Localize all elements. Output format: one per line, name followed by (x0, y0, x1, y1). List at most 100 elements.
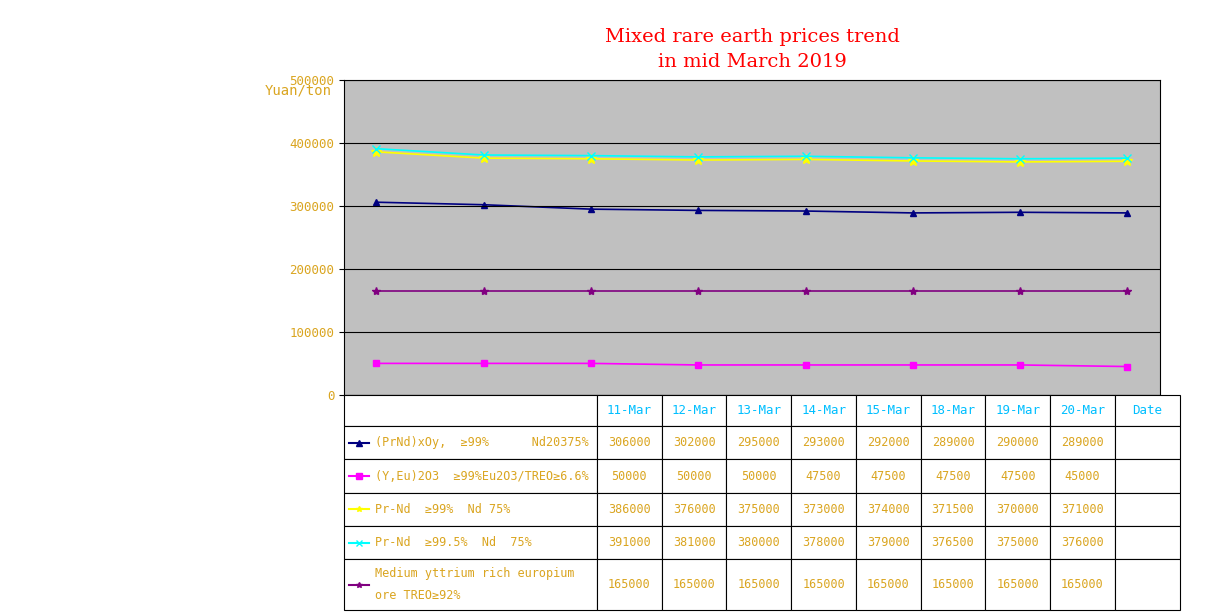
FancyBboxPatch shape (1050, 426, 1115, 460)
Text: 289000: 289000 (931, 436, 975, 449)
Text: 13-Mar: 13-Mar (737, 404, 782, 417)
Text: 391000: 391000 (608, 536, 651, 549)
Text: 290000: 290000 (997, 436, 1039, 449)
FancyBboxPatch shape (1115, 526, 1179, 559)
FancyBboxPatch shape (791, 395, 856, 426)
Text: Pr-Nd  ≥99.5%  Nd  75%: Pr-Nd ≥99.5% Nd 75% (376, 536, 532, 549)
Text: 375000: 375000 (738, 503, 780, 516)
FancyBboxPatch shape (597, 493, 662, 526)
FancyBboxPatch shape (662, 493, 726, 526)
FancyBboxPatch shape (1115, 493, 1179, 526)
Text: 12-Mar: 12-Mar (672, 404, 716, 417)
Text: 14-Mar: 14-Mar (801, 404, 846, 417)
Text: Pr-Nd  ≥99%  Nd 75%: Pr-Nd ≥99% Nd 75% (376, 503, 511, 516)
FancyBboxPatch shape (920, 426, 986, 460)
Text: 165000: 165000 (867, 578, 910, 591)
Text: (PrNd)xOy,  ≥99%      Nd20375%: (PrNd)xOy, ≥99% Nd20375% (376, 436, 590, 449)
FancyBboxPatch shape (1050, 559, 1115, 610)
FancyBboxPatch shape (726, 460, 791, 493)
Text: 375000: 375000 (997, 536, 1039, 549)
Text: (Y,Eu)2O3  ≥99%Eu2O3/TREO≥6.6%: (Y,Eu)2O3 ≥99%Eu2O3/TREO≥6.6% (376, 469, 590, 482)
Text: 289000: 289000 (1061, 436, 1104, 449)
FancyBboxPatch shape (856, 460, 920, 493)
Text: 50000: 50000 (676, 469, 712, 482)
FancyBboxPatch shape (986, 526, 1050, 559)
Text: 302000: 302000 (673, 436, 715, 449)
Text: 380000: 380000 (738, 536, 780, 549)
Text: 371500: 371500 (931, 503, 975, 516)
FancyBboxPatch shape (726, 426, 791, 460)
FancyBboxPatch shape (597, 559, 662, 610)
Text: 378000: 378000 (802, 536, 844, 549)
Text: 50000: 50000 (611, 469, 647, 482)
Text: 165000: 165000 (931, 578, 975, 591)
FancyBboxPatch shape (662, 559, 726, 610)
Text: 165000: 165000 (608, 578, 651, 591)
FancyBboxPatch shape (662, 426, 726, 460)
Text: Medium yttrium rich europium: Medium yttrium rich europium (376, 567, 575, 580)
FancyBboxPatch shape (1050, 493, 1115, 526)
Text: 293000: 293000 (802, 436, 844, 449)
FancyBboxPatch shape (856, 526, 920, 559)
FancyBboxPatch shape (344, 559, 597, 610)
FancyBboxPatch shape (662, 460, 726, 493)
Text: 15-Mar: 15-Mar (866, 404, 911, 417)
FancyBboxPatch shape (344, 493, 597, 526)
FancyBboxPatch shape (1115, 426, 1179, 460)
Text: Mixed rare earth prices trend
in mid March 2019: Mixed rare earth prices trend in mid Mar… (604, 28, 900, 71)
FancyBboxPatch shape (856, 395, 920, 426)
FancyBboxPatch shape (726, 395, 791, 426)
FancyBboxPatch shape (1115, 460, 1179, 493)
FancyBboxPatch shape (1050, 395, 1115, 426)
FancyBboxPatch shape (986, 559, 1050, 610)
FancyBboxPatch shape (662, 395, 726, 426)
FancyBboxPatch shape (986, 395, 1050, 426)
FancyBboxPatch shape (726, 526, 791, 559)
FancyBboxPatch shape (726, 559, 791, 610)
FancyBboxPatch shape (791, 493, 856, 526)
FancyBboxPatch shape (1115, 395, 1179, 426)
FancyBboxPatch shape (597, 395, 662, 426)
Text: ore TREO≥92%: ore TREO≥92% (376, 589, 460, 602)
Text: 18-Mar: 18-Mar (930, 404, 976, 417)
Text: 11-Mar: 11-Mar (606, 404, 652, 417)
FancyBboxPatch shape (856, 493, 920, 526)
Text: 376000: 376000 (1061, 536, 1104, 549)
Text: 373000: 373000 (802, 503, 844, 516)
Text: 47500: 47500 (806, 469, 842, 482)
FancyBboxPatch shape (597, 426, 662, 460)
Text: 381000: 381000 (673, 536, 715, 549)
FancyBboxPatch shape (344, 526, 597, 559)
Text: 47500: 47500 (871, 469, 906, 482)
FancyBboxPatch shape (920, 460, 986, 493)
Text: 371000: 371000 (1061, 503, 1104, 516)
FancyBboxPatch shape (920, 395, 986, 426)
Text: Yuan/ton: Yuan/ton (266, 83, 332, 97)
Text: 370000: 370000 (997, 503, 1039, 516)
FancyBboxPatch shape (344, 460, 597, 493)
Text: 292000: 292000 (867, 436, 910, 449)
Text: 295000: 295000 (738, 436, 780, 449)
FancyBboxPatch shape (791, 526, 856, 559)
Text: 165000: 165000 (738, 578, 780, 591)
FancyBboxPatch shape (1050, 460, 1115, 493)
Text: 374000: 374000 (867, 503, 910, 516)
Text: 19-Mar: 19-Mar (995, 404, 1040, 417)
Text: 50000: 50000 (741, 469, 777, 482)
Text: 306000: 306000 (608, 436, 651, 449)
FancyBboxPatch shape (726, 493, 791, 526)
FancyBboxPatch shape (920, 559, 986, 610)
FancyBboxPatch shape (344, 426, 597, 460)
Text: 376000: 376000 (673, 503, 715, 516)
Text: 47500: 47500 (1000, 469, 1035, 482)
FancyBboxPatch shape (791, 559, 856, 610)
Text: 47500: 47500 (935, 469, 971, 482)
FancyBboxPatch shape (920, 526, 986, 559)
FancyBboxPatch shape (662, 526, 726, 559)
FancyBboxPatch shape (597, 460, 662, 493)
Text: 386000: 386000 (608, 503, 651, 516)
FancyBboxPatch shape (986, 460, 1050, 493)
Text: 376500: 376500 (931, 536, 975, 549)
Text: 165000: 165000 (1061, 578, 1104, 591)
FancyBboxPatch shape (791, 426, 856, 460)
